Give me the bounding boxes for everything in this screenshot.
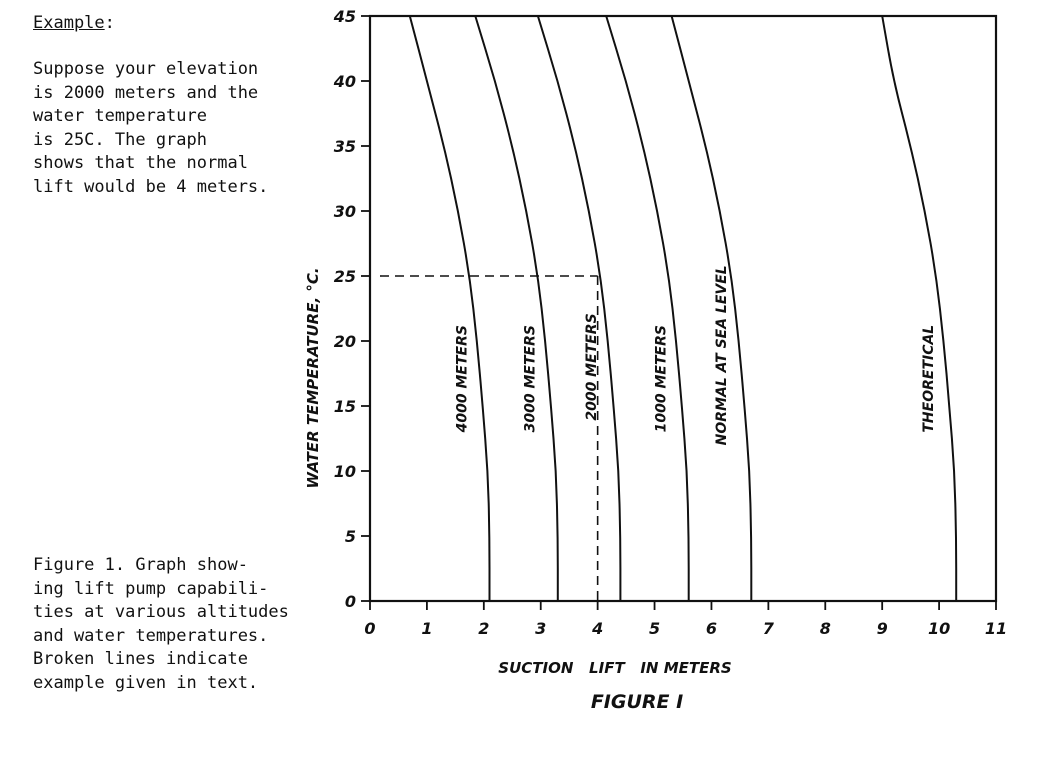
curve-theoretical [881,15,958,602]
curve-label: THEORETICAL [921,325,937,433]
example-guides [380,275,599,601]
example-text: Suppose your elevation is 2000 meters an… [33,59,269,197]
curve-label: 4000 METERS [454,325,470,433]
y-tick-label: 40 [333,72,356,91]
y-axis-label: WATER TEMPERATURE, °C. [304,267,322,488]
curve-label: 3000 METERS [523,325,539,432]
curve-2000-meters [536,15,622,601]
x-tick-label: 1 [421,619,432,638]
x-tick-label: 11 [985,619,1007,638]
curve-normal-at-sea-level [670,15,753,601]
y-tick-label: 30 [334,202,356,221]
curve-label: NORMAL AT SEA LEVEL [714,265,730,445]
curve-4000-meters [408,15,491,601]
curve-1000-meters [605,15,690,602]
x-tick-label: 7 [763,619,775,638]
example-heading: Example: [33,12,115,36]
x-tick-label: 8 [820,619,831,638]
plot-frame [368,14,998,603]
y-tick-label: 0 [345,592,356,611]
figure-caption: Figure 1. Graph show- ing lift pump capa… [33,555,289,693]
y-tick-label: 5 [345,527,356,546]
example-heading-label: Example [33,13,105,33]
example-heading-colon: : [104,13,115,33]
x-tick-label: 2 [478,619,489,638]
x-tick-label: 4 [591,619,603,638]
y-tick-label: 25 [334,267,356,286]
x-tick-label: 6 [706,619,717,638]
curve-label: 1000 METERS [654,325,670,432]
curve-label: 2000 METERS [584,313,600,420]
x-tick-label: 3 [535,619,546,638]
x-tick-label: 0 [364,619,375,638]
curve-labels: 4000 METERS 3000 METERS 2000 METERS 1000 ME… [454,265,937,445]
x-tick-label: 5 [649,619,660,638]
curves [408,15,958,602]
y-tick-label: 15 [334,397,356,416]
x-tick-label: 10 [928,619,950,638]
x-tick-label: 9 [877,619,888,638]
plot-border [368,14,998,603]
y-tick-label: 35 [334,137,356,156]
x-axis-label: SUCTION LIFT IN METERS [498,659,731,677]
curve-3000-meters [474,15,559,601]
y-tick-label: 20 [334,332,356,351]
y-tick-label: 45 [333,7,356,26]
chart-title: FIGURE I [591,691,683,713]
y-tick-label: 10 [334,462,356,481]
